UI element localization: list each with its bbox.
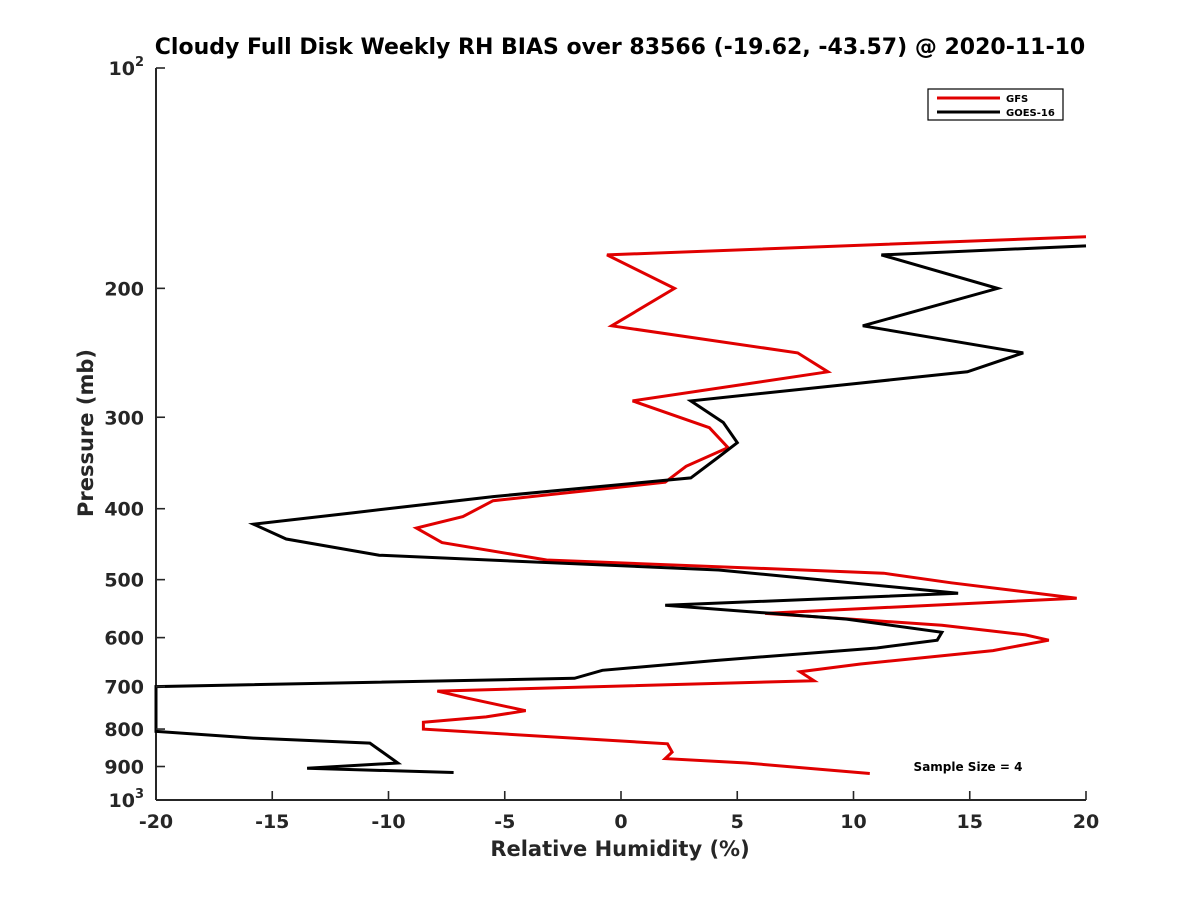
y-tick-label: 500: [104, 570, 144, 592]
x-tick-label: 10: [840, 811, 866, 833]
y-tick-label: 800: [104, 719, 144, 741]
y-axis: 102 200 300 400 500 600 700 800 900 103: [104, 55, 165, 812]
legend-box: [927, 88, 1064, 121]
x-tick-label: -10: [371, 811, 405, 833]
x-tick-label: -15: [255, 811, 289, 833]
x-tick-label: 5: [731, 811, 744, 833]
y-tick-label: 200: [104, 278, 144, 300]
y-tick-label: 300: [104, 407, 144, 429]
y-tick-label: 900: [104, 757, 144, 779]
x-axis: -20 -15 -10 -5 0 5 10 15 20: [139, 791, 1099, 833]
y-tick-label: 102: [109, 55, 145, 80]
x-tick-label: -5: [494, 811, 515, 833]
y-axis-label: Pressure (mb): [74, 349, 98, 517]
y-tick-label: 400: [104, 499, 144, 521]
series-layer: [154, 235, 1087, 775]
x-tick-label: 20: [1073, 811, 1099, 833]
y-tick-label: 600: [104, 628, 144, 650]
series-line-goes-16: [154, 244, 1087, 774]
legend-label: GOES-16: [1006, 108, 1055, 119]
legend-label: GFS: [1006, 94, 1028, 105]
series-line-gfs: [412, 235, 1087, 775]
plot-area: [155, 68, 1086, 801]
x-tick-label: 0: [614, 811, 627, 833]
x-axis-label: Relative Humidity (%): [490, 837, 749, 861]
x-tick-label: 15: [957, 811, 983, 833]
y-tick-label: 103: [109, 787, 145, 812]
legend: GFS GOES-16: [927, 88, 1064, 121]
x-tick-label: -20: [139, 811, 173, 833]
chart-title: Cloudy Full Disk Weekly RH BIAS over 835…: [155, 35, 1085, 60]
sample-size-annotation: Sample Size = 4: [914, 760, 1023, 774]
y-tick-label: 700: [104, 677, 144, 699]
